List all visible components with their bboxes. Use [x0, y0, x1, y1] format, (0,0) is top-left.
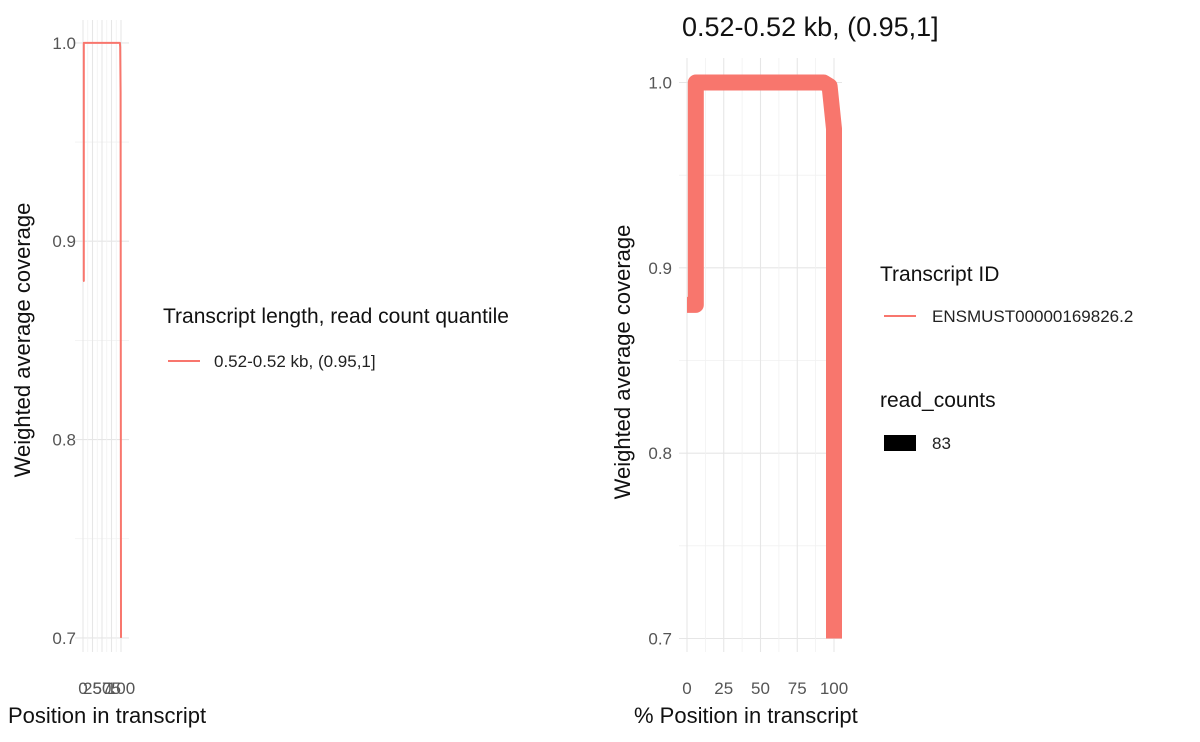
x-tick-label: 75 — [788, 679, 807, 698]
right-x-axis-title: % Position in transcript — [634, 703, 858, 728]
left-series — [82, 41, 122, 638]
left-legend-label: 0.52-0.52 kb, (0.95,1] — [214, 352, 376, 371]
y-tick-label: 0.9 — [648, 259, 672, 278]
x-tick-label: 50 — [751, 679, 770, 698]
left-legend-title: Transcript length, read count quantile — [163, 305, 509, 328]
y-tick-label: 0.9 — [52, 232, 76, 251]
x-tick-label: 25 — [83, 679, 102, 698]
right-x-ticks: 0 25 50 75 100 — [682, 679, 848, 698]
right-size-legend-title: read_counts — [880, 389, 996, 412]
left-y-ticks: 0.7 0.8 0.9 1.0 — [52, 34, 76, 648]
right-plot-title: 0.52-0.52 kb, (0.95,1] — [682, 12, 939, 42]
right-size-legend-label: 83 — [932, 434, 951, 453]
right-y-ticks: 0.7 0.8 0.9 1.0 — [648, 74, 672, 649]
y-tick-label: 1.0 — [648, 74, 672, 93]
right-size-legend-key — [884, 435, 916, 451]
right-legend-label: ENSMUST00000169826.2 — [932, 307, 1133, 326]
x-tick-label: 25 — [714, 679, 733, 698]
x-tick-label: 50 — [93, 679, 112, 698]
series-line — [82, 41, 122, 638]
y-tick-label: 1.0 — [52, 34, 76, 53]
left-legend: Transcript length, read count quantile 0… — [163, 305, 509, 371]
series-line — [687, 74, 842, 639]
x-tick-label: 100 — [820, 679, 848, 698]
y-tick-label: 0.8 — [648, 444, 672, 463]
right-series — [687, 74, 842, 639]
x-tick-label: 0 — [78, 679, 87, 698]
right-panel: 0.52-0.52 kb, (0.95,1] 0.7 0.8 0.9 1.0 0 25 5… — [610, 12, 1133, 728]
right-y-axis-title: Weighted average coverage — [610, 225, 635, 500]
left-x-axis-title: Position in transcript — [8, 703, 206, 728]
x-tick-label: 75 — [102, 679, 121, 698]
left-y-axis-title: Weighted average coverage — [10, 203, 35, 478]
y-tick-label: 0.7 — [52, 629, 76, 648]
right-legend: Transcript ID ENSMUST00000169826.2 read_… — [880, 263, 1133, 453]
y-tick-label: 0.8 — [52, 431, 76, 450]
y-tick-label: 0.7 — [648, 630, 672, 649]
x-tick-label: 100 — [107, 679, 135, 698]
x-tick-label: 0 — [682, 679, 691, 698]
right-legend-title: Transcript ID — [880, 263, 999, 286]
